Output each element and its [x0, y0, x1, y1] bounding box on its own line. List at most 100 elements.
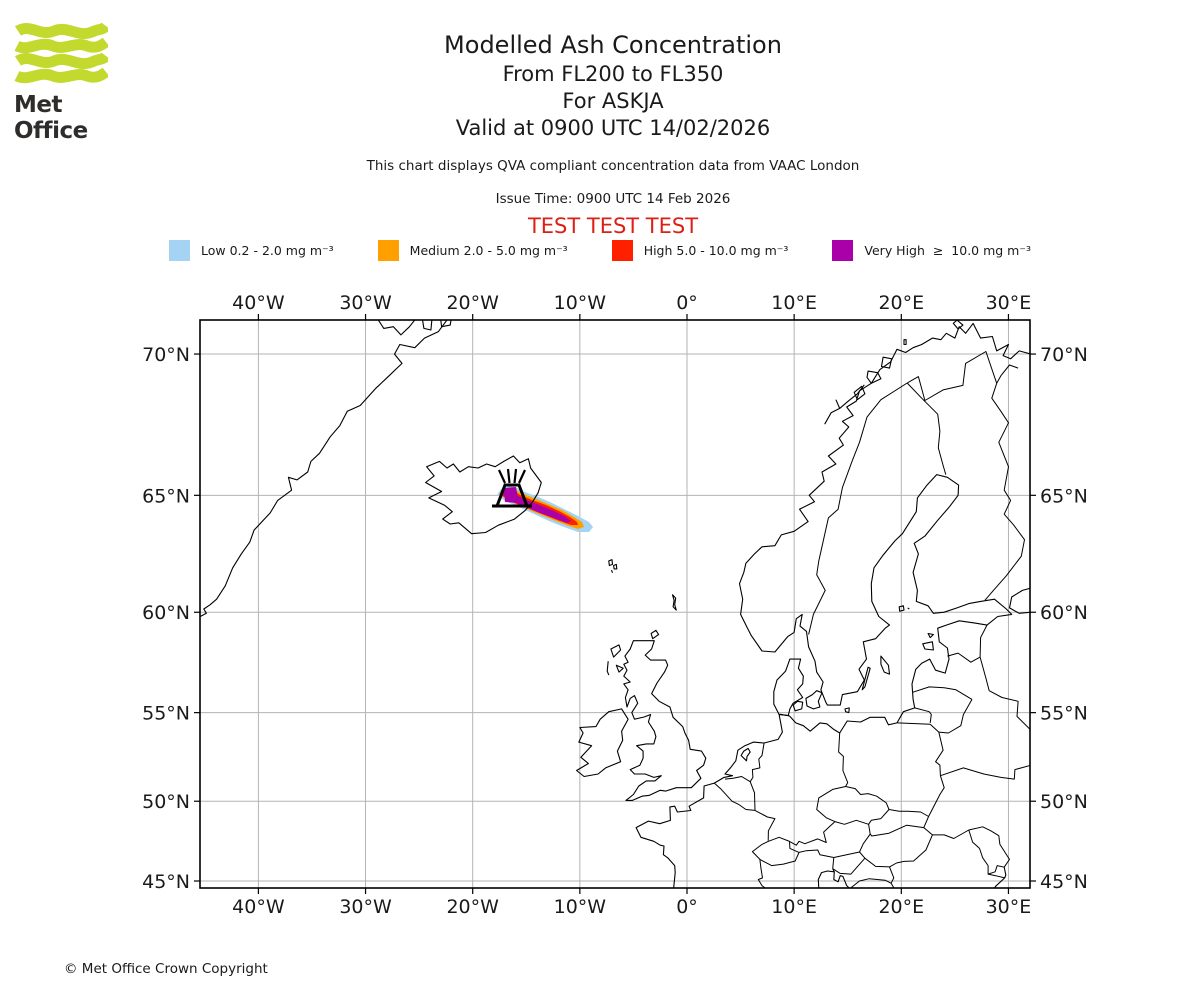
coastline-bornholm — [844, 707, 850, 714]
border-czech-slovakia — [868, 809, 890, 825]
border-austria-germany — [789, 821, 836, 846]
coastline-jutland — [773, 658, 804, 717]
coastline-hinnoya — [853, 385, 866, 401]
lat-label-left: 45°N — [142, 871, 190, 893]
coastline-orkney — [650, 629, 660, 640]
coastline-scandinavia-baltic-continent-coast — [635, 322, 1030, 888]
lon-label-top: 30°W — [339, 292, 392, 314]
border-latvia-lithuania — [912, 686, 973, 700]
lon-label-top: 40°W — [232, 292, 285, 314]
lon-label-bottom: 0° — [676, 896, 698, 918]
border-finland-russia — [984, 383, 1025, 601]
lat-label-right: 50°N — [1040, 791, 1088, 813]
coastline-kvaloya — [880, 356, 893, 369]
coastline-faroe-3 — [610, 569, 614, 573]
issue-time: Issue Time: 0900 UTC 14 Feb 2026 — [495, 191, 731, 207]
legend-swatch-high — [611, 240, 633, 261]
border-norway-sweden — [808, 382, 908, 635]
chart-subtitle-valid-time: Valid at 0900 UTC 14/02/2026 — [455, 116, 771, 140]
lon-label-top: 0° — [676, 292, 698, 314]
border-czech-poland — [845, 786, 890, 810]
coastline-lewis — [610, 644, 622, 658]
coastline-iceland — [425, 455, 542, 535]
lon-label-bottom: 10°W — [554, 896, 607, 918]
border-lithuania-belarus — [938, 699, 973, 734]
qva-note: This chart displays QVA compliant concen… — [366, 158, 860, 174]
border-belarus-russia — [988, 690, 1030, 731]
coastline-great-britain — [623, 640, 707, 801]
legend-label-very-high: Very High ≥ 10.0 mg m⁻³ — [864, 243, 1031, 258]
met-office-logo-text: Met Office — [14, 92, 88, 144]
lon-label-top: 10°W — [554, 292, 607, 314]
border-austria-italy — [798, 849, 834, 858]
border-sweden-finland — [906, 382, 947, 475]
lat-label-right: 70°N — [1040, 344, 1088, 366]
chart-title: Modelled Ash Concentration — [444, 31, 782, 59]
ash-plume-very-high — [503, 490, 571, 523]
border-norway-finland — [906, 351, 998, 401]
chart-header: Modelled Ash Concentration From FL200 to… — [26, 30, 1200, 142]
chart-subtitle-flight-levels: From FL200 to FL350 — [502, 62, 724, 86]
lon-label-bottom: 40°W — [232, 896, 285, 918]
border-slovakia-hungary — [869, 816, 930, 837]
coastline-gotland — [880, 655, 891, 675]
border-france-belgium-germany — [713, 782, 776, 841]
border-czech-germany — [816, 786, 846, 823]
border-france-italy — [757, 859, 766, 888]
coastline-faroe-1 — [608, 559, 614, 567]
coastline-aland — [898, 605, 905, 612]
lat-label-right: 65°N — [1040, 485, 1088, 507]
coastline-lofoten-stub — [835, 399, 841, 409]
border-estonia-russia — [979, 624, 988, 658]
coastline-hiiumaa — [927, 632, 934, 639]
coastline-funen — [792, 700, 804, 712]
lat-label-left: 65°N — [142, 485, 190, 507]
border-belgium-germany — [749, 781, 756, 811]
coastline-faroe-2 — [613, 563, 618, 570]
lon-label-bottom: 20°E — [878, 896, 924, 918]
lat-label-right: 45°N — [1040, 871, 1088, 893]
coastline-skye — [615, 664, 624, 673]
coastline-ijsselmeer — [740, 747, 751, 762]
border-ukraine-romania — [932, 826, 1010, 868]
border-croatia-bosnia — [849, 878, 892, 888]
coastline-zealand — [805, 690, 823, 710]
coastline-aland-speck — [907, 607, 910, 610]
lon-label-top: 20°E — [878, 292, 924, 314]
map-frame — [199, 319, 1031, 889]
border-denmark-germany — [779, 713, 789, 717]
border-belarus-ukraine — [940, 764, 1030, 780]
legend-item-medium: Medium 2.0 - 5.0 mg m⁻³ — [377, 240, 568, 261]
lat-label-right: 55°N — [1040, 703, 1088, 725]
coastline-saaremaa — [922, 641, 934, 651]
chart-subtitle-volcano: For ASKJA — [562, 89, 664, 113]
legend-swatch-medium — [377, 240, 399, 261]
coastline-greenland-isle-b — [421, 320, 433, 331]
lat-label-left: 60°N — [142, 602, 190, 624]
coastline-senja — [866, 370, 882, 384]
border-danube-mouth — [987, 873, 1005, 879]
lat-label-left: 50°N — [142, 791, 190, 813]
border-czech-austria — [834, 819, 869, 825]
met-office-logo: Met Office — [14, 22, 134, 144]
ash-plume-very-high-vent — [504, 487, 519, 503]
coastline-greenland-coast — [200, 320, 448, 617]
coastline-ireland — [576, 708, 629, 778]
border-serbia-croatia — [889, 866, 895, 888]
coastline-lake-ladoga — [1008, 587, 1030, 614]
lat-label-left: 70°N — [142, 344, 190, 366]
border-kaliningrad-poland — [897, 722, 931, 725]
lon-label-bottom: 10°E — [771, 896, 817, 918]
border-switzerland — [751, 836, 800, 867]
test-banner: TEST TEST TEST — [527, 214, 699, 238]
legend-label-high: High 5.0 - 10.0 mg m⁻³ — [643, 243, 789, 258]
border-norway-russia — [996, 364, 1019, 384]
border-slovenia-croatia — [832, 857, 866, 875]
border-romania-moldova — [968, 829, 1005, 875]
border-latvia-russia — [979, 656, 990, 691]
legend-label-low: Low 0.2 - 2.0 mg m⁻³ — [201, 243, 334, 258]
border-netherlands-belgium-germany — [724, 742, 765, 783]
coastline-adriatic-coast — [817, 868, 835, 888]
coastline-istria-croatia-coast — [833, 871, 851, 888]
